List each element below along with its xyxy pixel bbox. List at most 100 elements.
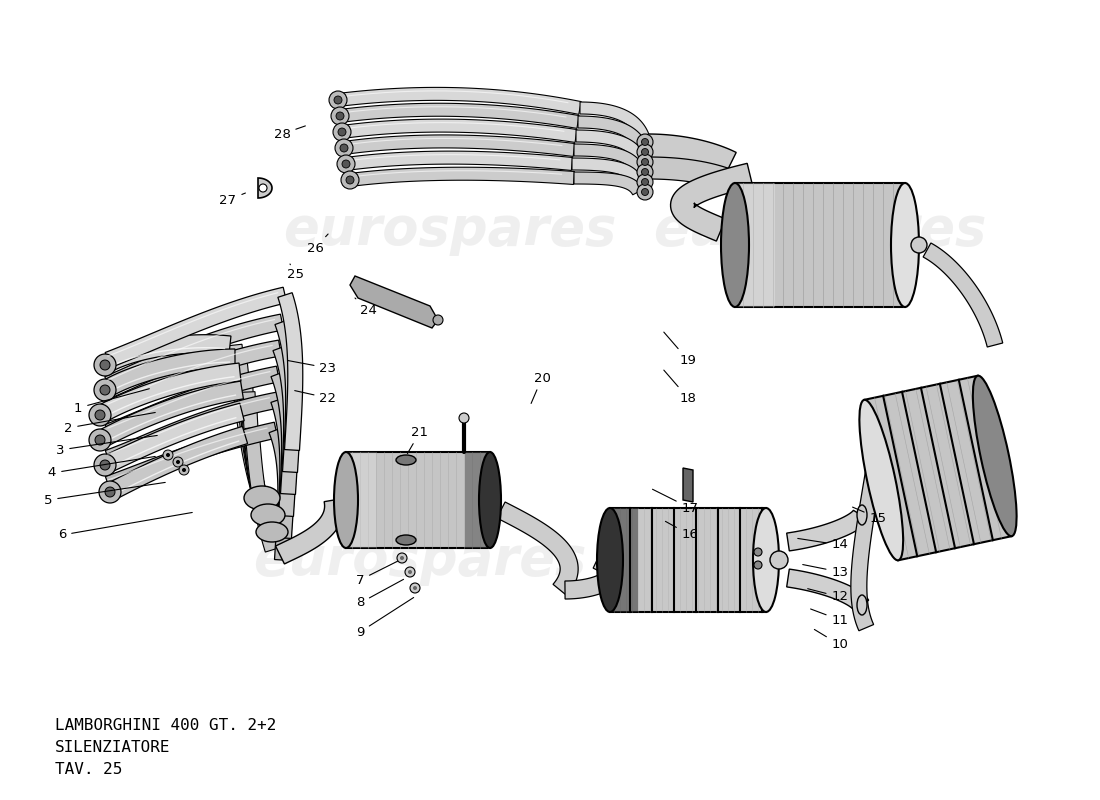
Polygon shape	[578, 116, 649, 154]
Circle shape	[334, 96, 342, 104]
Polygon shape	[278, 293, 303, 450]
Ellipse shape	[859, 400, 903, 560]
Polygon shape	[228, 344, 265, 492]
Polygon shape	[96, 381, 243, 448]
Circle shape	[95, 410, 104, 420]
Polygon shape	[104, 340, 282, 415]
Polygon shape	[107, 426, 248, 500]
Polygon shape	[574, 172, 644, 195]
Polygon shape	[345, 151, 573, 170]
Circle shape	[637, 184, 653, 200]
Circle shape	[637, 174, 653, 190]
Ellipse shape	[720, 183, 749, 307]
Text: 11: 11	[811, 609, 848, 626]
Text: 15: 15	[852, 507, 887, 525]
Polygon shape	[271, 371, 297, 517]
Circle shape	[342, 160, 350, 168]
Text: 26: 26	[307, 234, 328, 254]
Polygon shape	[786, 569, 869, 610]
Text: 16: 16	[666, 522, 698, 542]
Polygon shape	[343, 135, 575, 157]
Text: 22: 22	[295, 390, 337, 405]
Text: 3: 3	[56, 435, 157, 457]
Circle shape	[459, 413, 469, 423]
Text: 5: 5	[44, 482, 165, 506]
Circle shape	[89, 429, 111, 451]
Text: eurospares: eurospares	[653, 204, 987, 256]
Polygon shape	[271, 398, 295, 538]
Text: 1: 1	[74, 389, 150, 414]
Text: 28: 28	[274, 126, 306, 141]
Text: 6: 6	[58, 513, 192, 542]
Circle shape	[100, 385, 110, 395]
Polygon shape	[96, 363, 241, 422]
Text: 10: 10	[814, 630, 848, 651]
Circle shape	[397, 553, 407, 563]
Text: 2: 2	[64, 413, 155, 434]
Circle shape	[163, 450, 173, 460]
Polygon shape	[572, 158, 642, 184]
Polygon shape	[241, 392, 275, 528]
Circle shape	[176, 460, 180, 464]
Circle shape	[410, 583, 420, 593]
Polygon shape	[671, 163, 752, 241]
Polygon shape	[865, 376, 1012, 560]
Circle shape	[94, 354, 115, 376]
Ellipse shape	[597, 508, 623, 612]
Polygon shape	[233, 359, 268, 504]
Text: 4: 4	[47, 457, 155, 479]
Circle shape	[641, 149, 649, 155]
Polygon shape	[339, 103, 579, 129]
Polygon shape	[574, 144, 645, 174]
Polygon shape	[735, 183, 905, 307]
Polygon shape	[349, 167, 574, 186]
Polygon shape	[350, 276, 438, 328]
Circle shape	[336, 139, 353, 157]
Polygon shape	[106, 422, 277, 491]
Circle shape	[641, 178, 649, 186]
Circle shape	[166, 453, 170, 457]
Polygon shape	[576, 130, 647, 164]
Text: LAMBORGHINI 400 GT. 2+2: LAMBORGHINI 400 GT. 2+2	[55, 718, 276, 733]
Circle shape	[433, 315, 443, 325]
Text: 7: 7	[355, 562, 397, 586]
Polygon shape	[238, 374, 272, 516]
Polygon shape	[104, 314, 284, 391]
Polygon shape	[106, 366, 279, 439]
Circle shape	[95, 435, 104, 445]
Text: 8: 8	[355, 579, 404, 610]
Polygon shape	[610, 508, 766, 612]
Circle shape	[100, 460, 110, 470]
Circle shape	[641, 138, 649, 146]
Polygon shape	[346, 452, 376, 548]
Circle shape	[641, 169, 649, 175]
Polygon shape	[106, 287, 287, 367]
Ellipse shape	[251, 504, 285, 526]
Circle shape	[331, 107, 349, 125]
Polygon shape	[580, 102, 651, 143]
Polygon shape	[100, 349, 235, 398]
Polygon shape	[106, 392, 279, 466]
Ellipse shape	[256, 522, 288, 542]
Circle shape	[89, 404, 111, 426]
Polygon shape	[786, 510, 869, 551]
Text: eurospares: eurospares	[284, 204, 617, 256]
Text: 23: 23	[288, 361, 337, 374]
Circle shape	[408, 570, 412, 574]
Circle shape	[637, 144, 653, 160]
Circle shape	[173, 457, 183, 467]
Text: 12: 12	[807, 589, 848, 603]
Circle shape	[338, 128, 346, 136]
Text: 21: 21	[407, 426, 429, 454]
Circle shape	[100, 360, 110, 370]
Circle shape	[94, 379, 115, 401]
Text: 27: 27	[220, 193, 245, 206]
Ellipse shape	[396, 535, 416, 545]
Polygon shape	[273, 346, 299, 494]
Circle shape	[337, 155, 355, 173]
Ellipse shape	[857, 595, 867, 615]
Circle shape	[99, 481, 121, 503]
Polygon shape	[465, 452, 490, 548]
Polygon shape	[346, 452, 490, 548]
Circle shape	[641, 158, 649, 166]
